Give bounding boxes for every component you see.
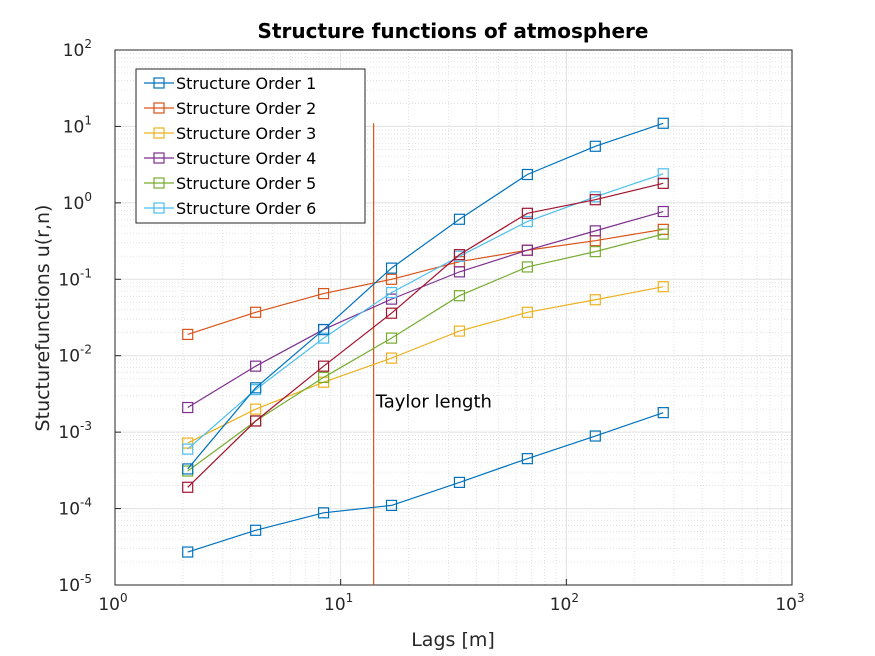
series-1-marker [250,524,262,536]
series-3-marker [589,294,601,306]
series-1-marker [453,476,466,489]
series-5-marker [385,332,398,344]
y-tick-label: 10-4 [58,496,92,520]
series-3-marker [250,403,262,415]
legend-label: Structure Order 1 [176,74,316,93]
series-3-marker [521,306,533,318]
series-6-marker [521,215,533,228]
series-4-marker [250,360,262,372]
legend-label: Structure Order 2 [176,99,316,118]
series-5-marker [589,246,601,258]
taylor-length-annotation: Taylor length [375,392,492,413]
series-4-marker [385,293,398,305]
series-4-marker [589,225,601,237]
series-group [182,117,669,558]
legend-marker [153,177,165,189]
series-4-marker [657,205,669,218]
series-7-marker [182,463,194,475]
series-8-marker [317,360,330,372]
y-tick-label: 10-3 [58,419,92,443]
series-line-4 [187,210,664,409]
series-8-marker [657,177,669,189]
legend-label: Structure Order 5 [176,174,316,193]
series-6-marker [182,443,194,455]
legend-marker [153,102,165,114]
y-tick-label: 100 [63,190,92,214]
x-axis-label: Lags [m] [411,629,495,651]
series-2-marker [182,328,194,341]
series-line-5 [187,233,664,472]
legend-box [135,68,366,224]
series-line-2 [187,228,664,335]
y-tick-label: 10-2 [58,343,92,367]
legend: Structure Order 1 Structure Order 2 Struct… [135,68,366,224]
x-tick-label: 101 [324,591,353,615]
series-2-marker [385,273,398,285]
legend-label: Structure Order 4 [176,149,316,168]
legend-label: Structure Order 3 [176,124,316,143]
legend-marker [153,77,165,89]
series-4-marker [453,266,466,278]
series-line-3 [187,286,664,444]
y-tick-label: 10-1 [58,266,92,290]
y-axis-label: Stucturefunctions u(r,n) [32,205,54,432]
series-7-marker [385,262,398,274]
series-7-marker [657,117,669,129]
series-2-marker [250,306,262,318]
series-7-marker [250,382,262,394]
series-1-marker [385,499,398,512]
series-7-marker [521,168,533,181]
series-1-marker [521,453,533,465]
series-4-marker [182,401,194,414]
y-tick-label: 10-5 [58,572,92,596]
legend-marker [153,202,165,214]
x-tick-label: 103 [775,591,804,615]
series-7-marker [317,323,330,336]
series-6-marker [317,332,330,344]
series-1-marker [589,430,601,442]
series-8-marker [453,249,466,261]
series-line-1 [187,412,664,553]
series-1-marker [657,407,669,419]
series-3-marker [657,281,669,293]
series-5-marker [317,371,330,384]
series-5-marker [453,290,466,302]
x-tick-label: 102 [550,591,579,615]
series-7-marker [453,213,466,225]
series-8-marker [589,194,601,206]
legend-marker [153,127,165,139]
series-1-marker [317,507,330,519]
plot-area-frame [114,49,793,586]
series-1-marker [182,546,194,558]
legend-marker [153,152,165,164]
series-line-7 [187,122,664,470]
series-8-marker [521,207,533,219]
series-line-8 [187,182,664,488]
series-7-marker [589,140,601,152]
y-tick-label: 101 [63,113,92,137]
series-3-marker [453,325,466,337]
series-5-marker [521,261,533,273]
series-3-marker [385,352,398,364]
y-tick-label: 102 [63,37,92,61]
series-8-marker [250,415,262,427]
series-8-marker [385,307,398,319]
series-6-marker [385,286,398,299]
x-tick-label: 100 [98,591,127,615]
series-4-marker [521,244,533,256]
axis-ticks: 100 101 102 103 10-5 10-4 10-3 10-2 10-1 100 101 10… [58,37,804,615]
series-5-marker [657,228,669,240]
series-line-6 [187,173,664,450]
chart-title: Structure functions of atmosphere [258,19,649,43]
series-3-marker [182,437,194,449]
series-8-marker [182,481,194,493]
legend-label: Structure Order 6 [176,199,316,218]
series-2-marker [317,287,330,300]
